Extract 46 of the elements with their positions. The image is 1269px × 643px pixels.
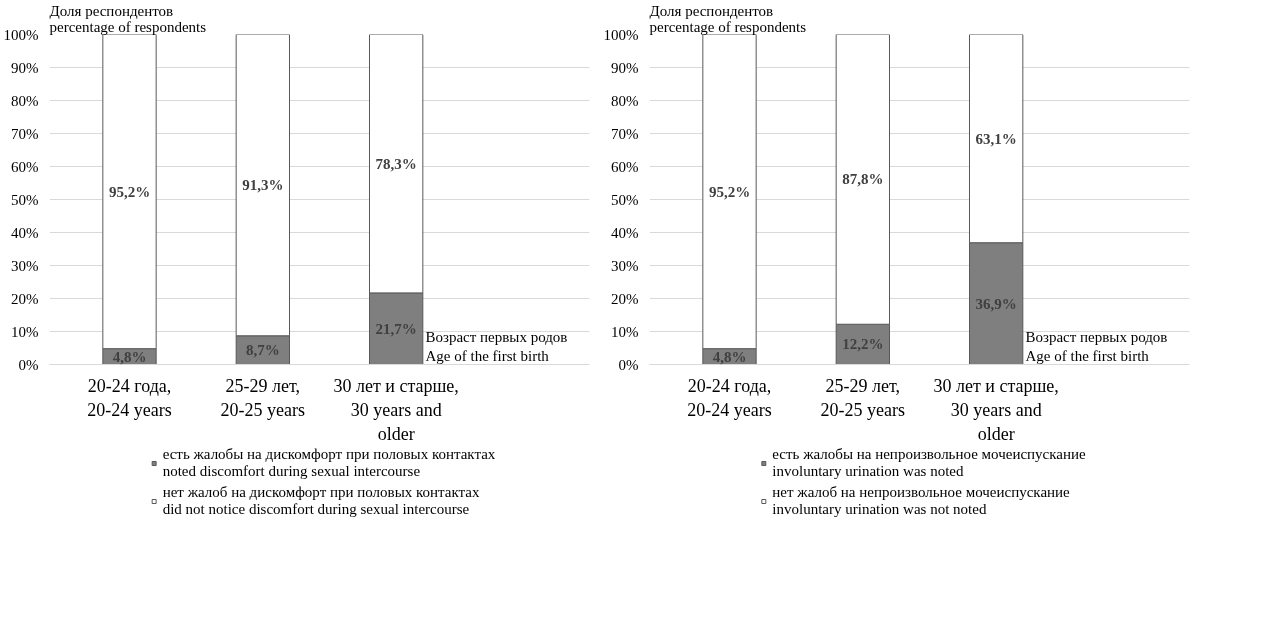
data-label: 4,8%: [112, 348, 147, 365]
x-tick-label: 30 лет и старше, 30 years and older: [333, 375, 459, 444]
y-tick-label: 90%: [611, 59, 639, 76]
y-tick-label: 60%: [11, 158, 39, 175]
data-label: 95,2%: [708, 183, 751, 200]
x-tick-label: 25-29 лет, 20-25 years: [220, 375, 306, 420]
x-tick-label: 30 лет и старше, 30 years and older: [933, 375, 1059, 444]
y-tick-label: 30%: [11, 257, 39, 274]
legend-label: нет жалоб на непроизвольное мочеиспускание involuntary urination was not noted: [772, 484, 1070, 518]
data-label: 4,8%: [712, 348, 747, 365]
y-axis-title: Доля респондентов percentage of respondents: [49, 2, 207, 35]
y-tick-label: 50%: [611, 191, 639, 208]
data-label: 8,7%: [245, 342, 280, 359]
x-axis-title: Возраст первых родов Age of the first birth: [425, 329, 568, 365]
y-tick-label: 30%: [611, 257, 639, 274]
y-tick-label: 40%: [11, 224, 39, 241]
y-tick-label: 20%: [11, 290, 39, 307]
x-tick-label: 25-29 лет, 20-25 years: [820, 375, 906, 420]
x-tick-label: 20-24 года, 20-24 years: [87, 375, 172, 420]
data-label: 91,3%: [242, 177, 284, 194]
y-tick-label: 80%: [611, 92, 639, 109]
data-label: 63,1%: [975, 130, 1017, 147]
y-tick-label: 0%: [18, 356, 39, 373]
y-tick-label: 60%: [611, 158, 639, 175]
y-tick-label: 70%: [11, 125, 39, 142]
y-tick-label: 10%: [11, 323, 39, 340]
y-tick-label: 10%: [611, 323, 639, 340]
y-tick-label: 100%: [603, 26, 639, 43]
y-tick-label: 70%: [611, 125, 639, 142]
legend-label: нет жалоб на дискомфорт при половых контактах did not notice discomfort during sexual intercourse: [162, 484, 480, 518]
data-label: 21,7%: [375, 320, 417, 337]
x-tick-label: 20-24 года, 20-24 years: [687, 375, 772, 420]
data-label: 78,3%: [375, 155, 417, 172]
data-label: 87,8%: [842, 171, 884, 188]
y-tick-label: 100%: [3, 26, 39, 43]
data-label: 36,9%: [975, 295, 1017, 312]
data-label: 95,2%: [108, 183, 151, 200]
data-label: 12,2%: [842, 336, 884, 353]
y-tick-label: 0%: [618, 356, 639, 373]
y-tick-label: 20%: [611, 290, 639, 307]
y-tick-label: 50%: [11, 191, 39, 208]
x-axis-title: Возраст первых родов Age of the first birth: [1025, 329, 1168, 365]
y-tick-label: 40%: [611, 224, 639, 241]
y-tick-label: 80%: [11, 92, 39, 109]
y-tick-label: 90%: [11, 59, 39, 76]
y-axis-title: Доля респондентов percentage of respondents: [649, 2, 807, 35]
